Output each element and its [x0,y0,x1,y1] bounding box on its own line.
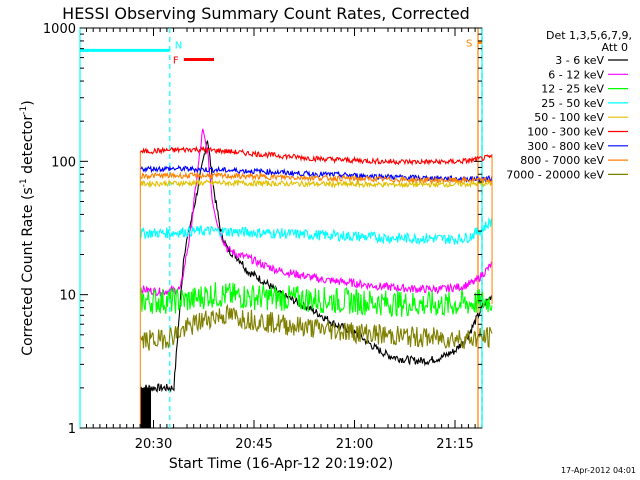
axis-ticks: 20:30 20:45 21:00 21:15 1 10 100 1000 [43,22,482,452]
series-line [139,303,493,351]
y-axis-label: Corrected Count Rate (s-1 detector-1) [19,100,36,355]
footer-stamp: 17-Apr-2012 04:01 [561,466,636,475]
series-line [139,282,493,318]
series-line [139,217,493,246]
x-tick-label: 20:30 [135,437,172,452]
x-tick-label: 20:45 [235,437,272,452]
y-axis-label-part: detector [20,115,36,179]
y-axis-label-part: ) [20,100,36,105]
flag-bars: FN S [80,38,482,67]
flag-label: F [173,56,179,67]
x-tick-label: 21:15 [436,437,473,452]
y-axis-label-exp: -1 [19,178,29,187]
series-line [139,171,493,185]
y-axis-label-exp: -1 [19,106,29,115]
series-layer [139,128,493,428]
y-axis-label-part: Corrected Count Rate (s [20,187,36,355]
y-tick-label: 1 [68,422,76,437]
flag-label: S [466,38,472,49]
legend-label: 6 - 12 keV [548,68,604,81]
series-line [139,145,493,166]
chart-title: HESSI Observing Summary Count Rates, Cor… [62,4,470,23]
x-tick-label: 21:00 [336,437,373,452]
y-tick-label: 100 [51,155,76,170]
legend-header: Det 1,3,5,6,7,9, [546,29,632,42]
legend-label: 100 - 300 keV [527,126,604,139]
flag-label: N [175,40,182,51]
legend-label: 3 - 6 keV [555,54,604,67]
legend-label: 50 - 100 keV [534,111,604,124]
legend-label: 300 - 800 keV [527,140,604,153]
series-line [139,128,493,297]
legend-label: 800 - 7000 keV [520,154,604,167]
y-tick-label: 1000 [43,22,76,37]
series-line [140,178,493,189]
series-block [140,387,152,428]
y-tick-label: 10 [59,289,76,304]
legend-header: Att 0 [602,41,628,54]
legend-label: 12 - 25 keV [541,83,604,96]
x-axis-label: Start Time (16-Apr-12 20:19:02) [169,456,393,472]
legend-label: 25 - 50 keV [541,97,604,110]
vertical-markers [79,28,483,428]
legend-label: 7000 - 20000 keV [506,168,604,181]
